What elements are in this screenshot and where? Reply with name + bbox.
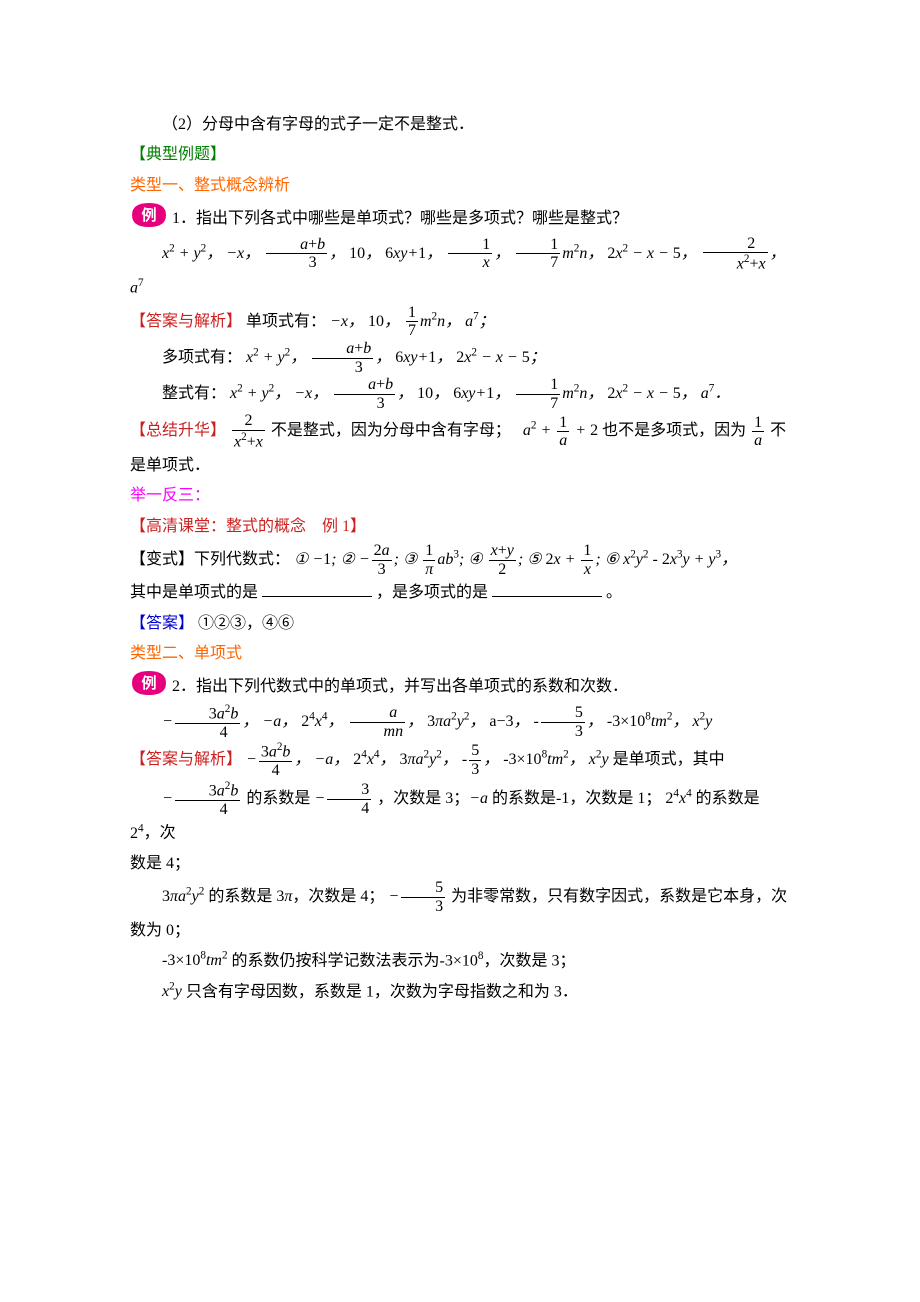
q2-line: 例 2．指出下列代数式中的单项式，并写出各单项式的系数和次数． bbox=[130, 669, 790, 702]
pill-label: 例 bbox=[141, 206, 156, 224]
bianshi-tail-b: ，是多项式的是 bbox=[376, 584, 488, 601]
answer-text: ①②③，④⑥ bbox=[198, 615, 294, 632]
example-pill-icon: 例 bbox=[130, 669, 168, 697]
q1-expressions: x2 + y2， −x， a+b3， 10， 6xy+1， 1x， 17m2n，… bbox=[130, 235, 790, 304]
gaoqing: 【高清课堂：整式的概念 例 1】 bbox=[130, 512, 790, 542]
example-pill-icon: 例 bbox=[130, 201, 168, 229]
ans1-poly: 多项式有： x2 + y2， a+b3， 6xy+1， 2x2 − x − 5； bbox=[130, 340, 790, 376]
ans-hdr: 【答案与解析】 bbox=[130, 313, 242, 330]
answer-hdr: 【答案】 bbox=[130, 615, 194, 632]
ans-hdr-2: 【答案与解析】 bbox=[130, 751, 242, 768]
ans1-int: 整式有： x2 + y2， −x， a+b3， 10， 6xy+1， 17m2n… bbox=[130, 376, 790, 412]
bianshi-tail-c: 。 bbox=[606, 584, 622, 601]
q1-line: 例 1．指出下列各式中哪些是单项式？哪些是多项式？哪些是整式？ bbox=[130, 201, 790, 234]
hdr-type1: 类型一、整式概念辨析 bbox=[130, 171, 790, 201]
blank-1[interactable] bbox=[262, 579, 372, 598]
answer: 【答案】 ①②③，④⑥ bbox=[130, 609, 790, 639]
ans-mono-label: 单项式有： bbox=[246, 313, 326, 330]
bianshi-tail-a: 其中是单项式的是 bbox=[130, 584, 258, 601]
detail-3: -3×108tm2 的系数仍按科学记数法表示为-3×108，次数是 3； bbox=[130, 946, 790, 977]
q1-text: 1．指出下列各式中哪些是单项式？哪些是多项式？哪些是整式？ bbox=[172, 210, 628, 227]
pill-label: 例 bbox=[141, 674, 156, 692]
juyi: 举一反三： bbox=[130, 481, 790, 511]
summary: 【总结升华】 2x2+x 不是整式，因为分母中含有字母； a2 + 1a + 2… bbox=[130, 412, 790, 481]
detail-4: x2y 只含有字母因数，系数是 1，次数为字母指数之和为 3． bbox=[130, 977, 790, 1008]
detail-1b: 数是 4； bbox=[130, 849, 790, 879]
bianshi-label: 【变式】下列代数式： bbox=[130, 551, 290, 568]
hdr-examples: 【典型例题】 bbox=[130, 140, 790, 170]
ans1-mono: 【答案与解析】 单项式有： −x， 10， 17m2n， a7； bbox=[130, 304, 790, 340]
blank-2[interactable] bbox=[492, 579, 602, 598]
bianshi: 【变式】下列代数式： ① −1; ② −2a3; ③ 1πab3; ④ x+y2… bbox=[130, 542, 790, 578]
bianshi-tail: 其中是单项式的是 ，是多项式的是 。 bbox=[130, 578, 790, 608]
hdr-type2: 类型二、单项式 bbox=[130, 639, 790, 669]
detail-2: 3πa2y2 的系数是 3π，次数是 4； −53 为非零常数，只有数字因式，系… bbox=[130, 879, 790, 915]
note-2: （2）分母中含有字母的式子一定不是整式． bbox=[130, 110, 790, 140]
detail-1: −3a2b4 的系数是 −34 ，次数是 3；−a 的系数是-1，次数是 1； … bbox=[130, 780, 790, 849]
q2-text: 2．指出下列代数式中的单项式，并写出各单项式的系数和次数． bbox=[172, 678, 628, 695]
q2-expressions: −3a2b4， −a， 24x4， amn， 3πa2y2， a−3， -53，… bbox=[130, 703, 790, 742]
summary-hdr: 【总结升华】 bbox=[130, 422, 226, 439]
ans2: 【答案与解析】 −3a2b4， −a， 24x4， 3πa2y2， -53， -… bbox=[130, 741, 790, 780]
ans-poly-label: 多项式有： bbox=[162, 349, 242, 366]
ans-int-label: 整式有： bbox=[162, 385, 226, 402]
document-page: （2）分母中含有字母的式子一定不是整式． 【典型例题】 类型一、整式概念辨析 例… bbox=[0, 0, 920, 1302]
detail-2b: 数为 0； bbox=[130, 916, 790, 946]
